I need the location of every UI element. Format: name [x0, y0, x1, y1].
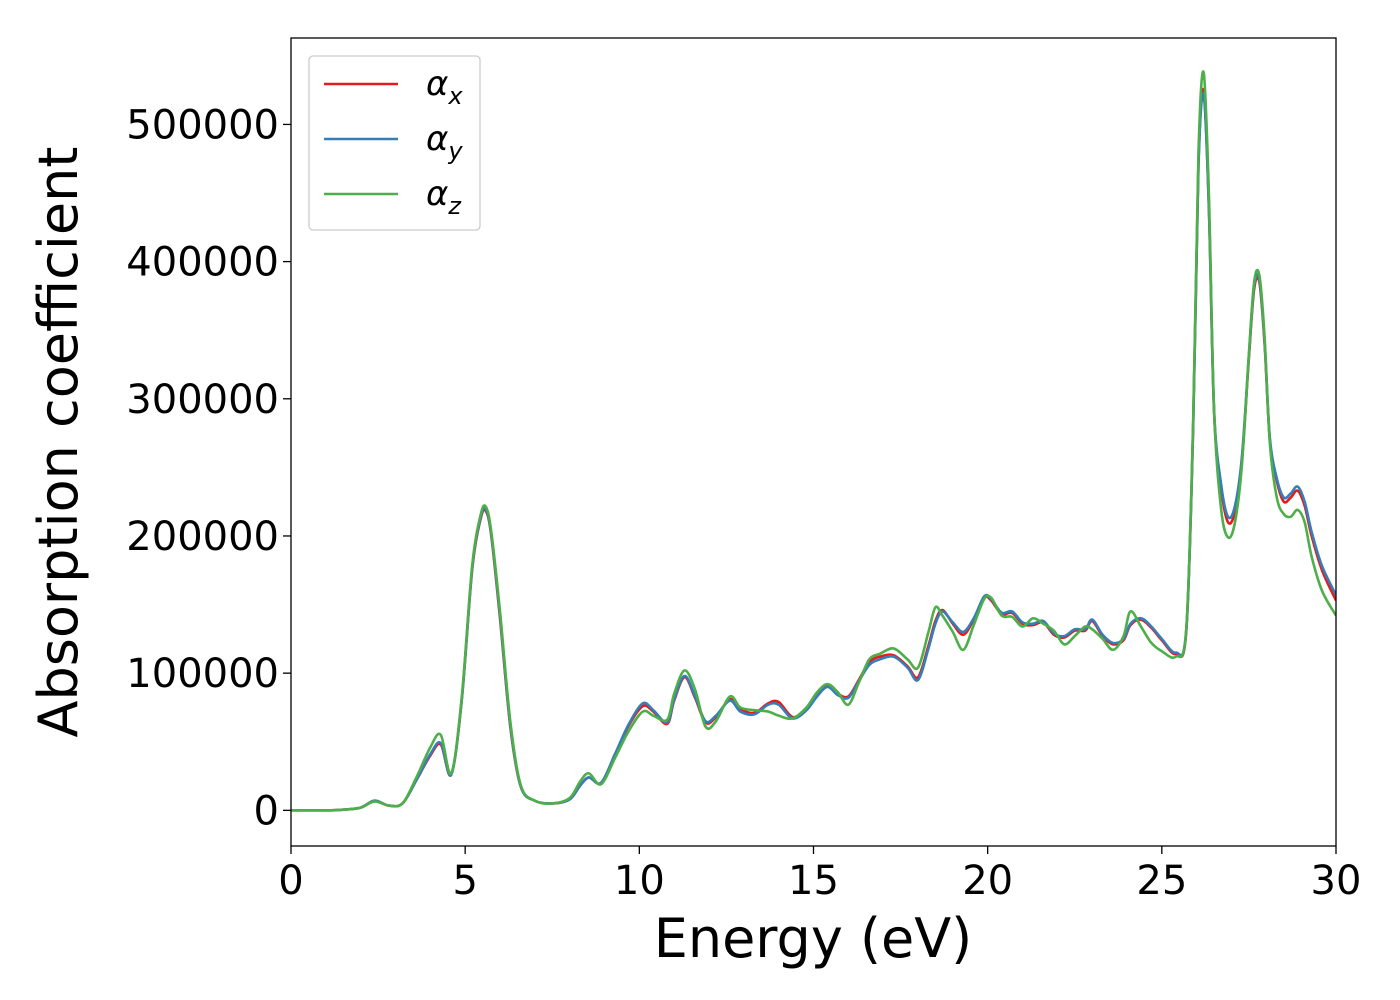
y-tick-label: 200000: [126, 514, 279, 560]
legend: αx αy αz: [308, 55, 481, 231]
y-tick-label: 0: [254, 788, 279, 834]
legend-label-x: αx: [426, 64, 463, 110]
legend-box: [308, 55, 481, 231]
x-tick-label: 30: [1311, 858, 1362, 904]
y-tick-label: 500000: [126, 102, 279, 148]
y-axis: 0 100000 200000 300000 400000 500000: [126, 102, 291, 834]
x-tick-label: 5: [452, 858, 477, 904]
x-tick-label: 25: [1136, 858, 1187, 904]
x-axis: 0 5 10 15 20 25 30: [278, 846, 1361, 904]
series-layer: [291, 70, 1336, 812]
legend-label-z: αz: [426, 174, 462, 220]
x-tick-label: 15: [788, 858, 839, 904]
x-tick-label: 10: [614, 858, 665, 904]
x-axis-label: Energy (eV): [654, 907, 973, 970]
y-axis-label: Absorption coefficient: [27, 147, 90, 738]
legend-label-y: αy: [426, 119, 463, 165]
x-tick-label: 20: [962, 858, 1013, 904]
x-tick-label: 0: [278, 858, 303, 904]
y-tick-label: 100000: [126, 651, 279, 697]
series-line--z: [291, 70, 1336, 812]
y-tick-label: 400000: [126, 240, 279, 286]
y-tick-label: 300000: [126, 377, 279, 423]
